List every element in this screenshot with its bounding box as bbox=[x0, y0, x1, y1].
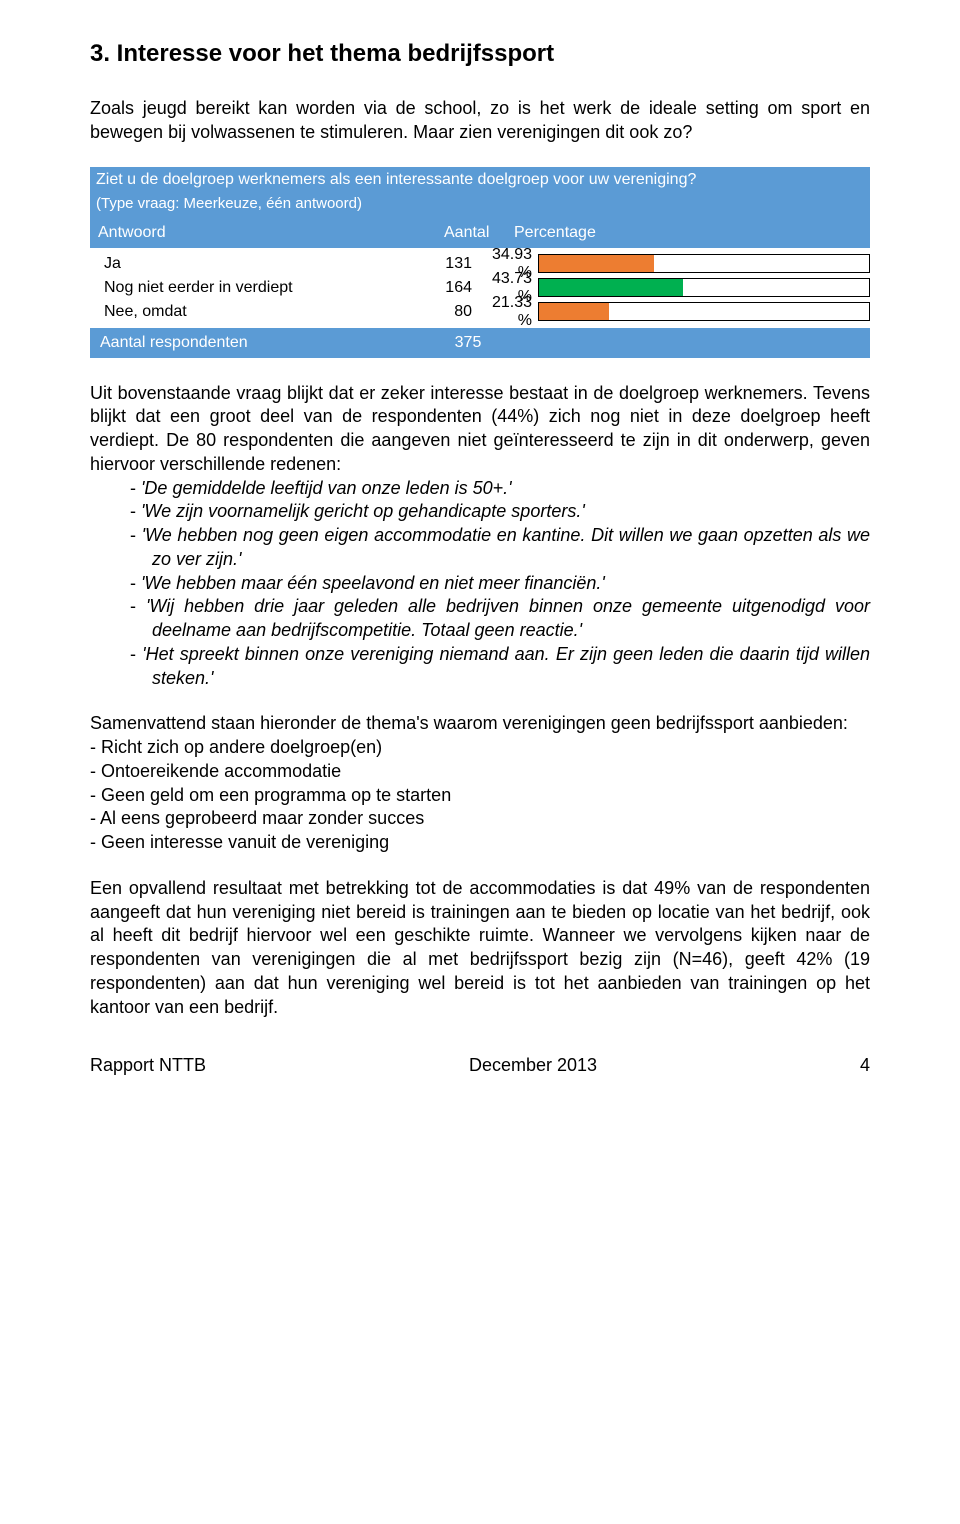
body-lead: Uit bovenstaande vraag blijkt dat er zek… bbox=[90, 382, 870, 477]
quote-item: 'Wij hebben drie jaar geleden alle bedri… bbox=[90, 595, 870, 643]
bar-inner bbox=[539, 303, 609, 320]
question-subprompt: (Type vraag: Meerkeuze, één antwoord) bbox=[90, 193, 870, 218]
column-header-row: Antwoord Aantal Percentage bbox=[90, 218, 870, 248]
row-bar-cell bbox=[538, 278, 870, 297]
quote-text: 'We hebben nog geen eigen accommodatie e… bbox=[142, 525, 870, 569]
col-header-answer: Antwoord bbox=[90, 218, 440, 248]
bar-outer bbox=[538, 302, 870, 321]
row-count: 164 bbox=[430, 279, 476, 297]
quote-list: 'De gemiddelde leeftijd van onze leden i… bbox=[90, 477, 870, 691]
closing-paragraph: Een opvallend resultaat met betrekking t… bbox=[90, 877, 870, 1020]
summary-item: Al eens geprobeerd maar zonder succes bbox=[90, 807, 870, 831]
footer-center: December 2013 bbox=[469, 1055, 597, 1076]
row-label: Nog niet eerder in verdiept bbox=[90, 279, 430, 297]
quote-item: 'We zijn voornamelijk gericht op gehandi… bbox=[90, 500, 870, 524]
row-label: Ja bbox=[90, 255, 430, 273]
survey-table: Ziet u de doelgroep werknemers als een i… bbox=[90, 167, 870, 358]
quote-item: 'We hebben maar één speelavond en niet m… bbox=[90, 572, 870, 596]
summary-lead: Samenvattend staan hieronder de thema's … bbox=[90, 712, 870, 736]
data-rows: Ja13134.93 %Nog niet eerder in verdiept1… bbox=[90, 248, 870, 328]
bar-outer bbox=[538, 278, 870, 297]
quote-text: 'We zijn voornamelijk gericht op gehandi… bbox=[141, 501, 585, 521]
table-header-block: Ziet u de doelgroep werknemers als een i… bbox=[90, 167, 870, 218]
row-bar-cell bbox=[538, 302, 870, 321]
intro-paragraph: Zoals jeugd bereikt kan worden via de sc… bbox=[90, 96, 870, 145]
row-count: 131 bbox=[430, 255, 476, 273]
bar-outer bbox=[538, 254, 870, 273]
quote-item: 'De gemiddelde leeftijd van onze leden i… bbox=[90, 477, 870, 501]
page: 3. Interesse voor het thema bedrijfsspor… bbox=[0, 0, 960, 1116]
row-pct: 21.33 % bbox=[476, 294, 538, 330]
summary-item: Richt zich op andere doelgroep(en) bbox=[90, 736, 870, 760]
summary-item: Geen geld om een programma op te starten bbox=[90, 784, 870, 808]
quote-text: 'Het spreekt binnen onze vereniging niem… bbox=[142, 644, 870, 688]
footer-left: Rapport NTTB bbox=[90, 1055, 206, 1076]
quote-item: 'We hebben nog geen eigen accommodatie e… bbox=[90, 524, 870, 572]
table-row: Nee, omdat8021.33 % bbox=[90, 300, 870, 324]
respondent-label: Aantal respondenten bbox=[90, 328, 440, 358]
row-bar-cell bbox=[538, 254, 870, 273]
respondent-spacer bbox=[496, 328, 870, 358]
section-title: 3. Interesse voor het thema bedrijfsspor… bbox=[90, 40, 870, 68]
row-count: 80 bbox=[430, 303, 476, 321]
row-label: Nee, omdat bbox=[90, 303, 430, 321]
quote-text: 'De gemiddelde leeftijd van onze leden i… bbox=[141, 478, 512, 498]
quote-item: 'Het spreekt binnen onze vereniging niem… bbox=[90, 643, 870, 691]
page-footer: Rapport NTTB December 2013 4 bbox=[90, 1055, 870, 1076]
bar-inner bbox=[539, 255, 654, 272]
summary-item: Ontoereikende accommodatie bbox=[90, 760, 870, 784]
question-prompt: Ziet u de doelgroep werknemers als een i… bbox=[90, 167, 870, 193]
summary-item: Geen interesse vanuit de vereniging bbox=[90, 831, 870, 855]
quote-text: 'Wij hebben drie jaar geleden alle bedri… bbox=[146, 596, 870, 640]
bar-inner bbox=[539, 279, 683, 296]
summary-list: Richt zich op andere doelgroep(en)Ontoer… bbox=[90, 736, 870, 855]
respondent-row: Aantal respondenten 375 bbox=[90, 328, 870, 358]
footer-right: 4 bbox=[860, 1055, 870, 1076]
quote-text: 'We hebben maar één speelavond en niet m… bbox=[141, 573, 605, 593]
col-header-percentage: Percentage bbox=[510, 218, 870, 248]
col-header-count: Aantal bbox=[440, 218, 510, 248]
respondent-value: 375 bbox=[440, 328, 496, 358]
